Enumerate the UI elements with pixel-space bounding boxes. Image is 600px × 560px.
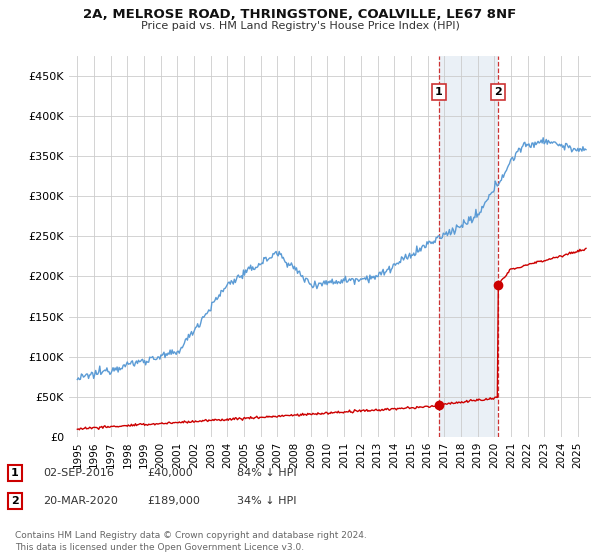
Text: Contains HM Land Registry data © Crown copyright and database right 2024.: Contains HM Land Registry data © Crown c…	[15, 531, 367, 540]
Text: 20-MAR-2020: 20-MAR-2020	[43, 496, 118, 506]
Text: This data is licensed under the Open Government Licence v3.0.: This data is licensed under the Open Gov…	[15, 543, 304, 552]
Text: 02-SEP-2016: 02-SEP-2016	[43, 468, 114, 478]
Text: 34% ↓ HPI: 34% ↓ HPI	[237, 496, 296, 506]
Text: 2: 2	[11, 496, 19, 506]
Text: 1: 1	[11, 468, 19, 478]
Text: 2A, MELROSE ROAD, THRINGSTONE, COALVILLE, LE67 8NF: 2A, MELROSE ROAD, THRINGSTONE, COALVILLE…	[83, 8, 517, 21]
Text: 1: 1	[435, 87, 443, 97]
Text: £40,000: £40,000	[147, 468, 193, 478]
Text: 84% ↓ HPI: 84% ↓ HPI	[237, 468, 296, 478]
Text: 2: 2	[494, 87, 502, 97]
Bar	[439, 56, 498, 437]
Text: £189,000: £189,000	[147, 496, 200, 506]
Text: Price paid vs. HM Land Registry's House Price Index (HPI): Price paid vs. HM Land Registry's House …	[140, 21, 460, 31]
